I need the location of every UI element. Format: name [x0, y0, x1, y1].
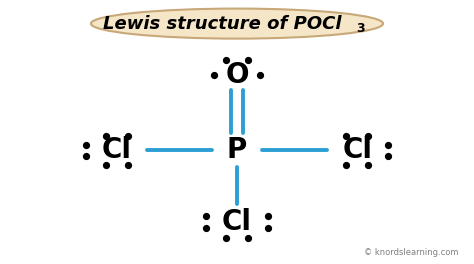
Text: Cl: Cl [222, 208, 252, 236]
Text: © knordslearning.com: © knordslearning.com [364, 248, 458, 257]
Text: Cl: Cl [342, 136, 372, 164]
Text: P: P [227, 136, 247, 164]
Ellipse shape [91, 8, 383, 39]
Text: O: O [225, 60, 249, 88]
Text: 3: 3 [356, 22, 365, 35]
Text: Cl: Cl [102, 136, 132, 164]
Text: Lewis structure of POCl: Lewis structure of POCl [103, 15, 341, 33]
